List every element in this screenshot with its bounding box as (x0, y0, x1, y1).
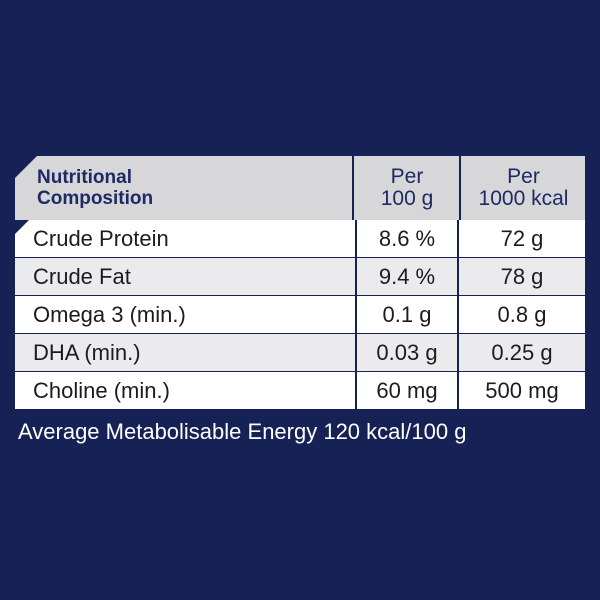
header-col1-line2: 100 g (380, 187, 434, 210)
row-per-1000kcal: 500 mg (485, 378, 559, 403)
energy-footnote: Average Metabolisable Energy 120 kcal/10… (18, 419, 467, 444)
header-per-100g: Per 100 g (355, 156, 459, 220)
column-divider (352, 156, 354, 220)
row-per-100g: 8.6 % (355, 220, 459, 257)
nutrition-table: Nutritional Composition Per 100 g Per 10… (15, 156, 585, 410)
row-per-100g: 0.03 g (355, 334, 459, 371)
table-body: Crude Protein 8.6 % 72 g Crude Fat 9.4 %… (15, 220, 585, 410)
header-col2-line2: 1000 kcal (478, 187, 569, 210)
row-per-100g: 9.4 % (355, 258, 459, 295)
table-row: Omega 3 (min.) 0.1 g 0.8 g (15, 296, 585, 334)
row-per-1000kcal: 78 g (500, 264, 544, 289)
row-per-1000kcal: 72 g (500, 226, 544, 251)
row-per-100g: 60 mg (355, 372, 459, 409)
table-row: Choline (min.) 60 mg 500 mg (15, 372, 585, 409)
header-per-1000kcal: Per 1000 kcal (462, 156, 585, 220)
corner-notch (15, 220, 29, 234)
row-label: DHA (min.) (33, 340, 141, 365)
header-col2-line1: Per (507, 165, 540, 188)
row-per-100g: 0.1 g (355, 296, 459, 333)
row-label: Omega 3 (min.) (33, 302, 186, 327)
row-per-1000kcal: 0.8 g (497, 302, 547, 327)
row-label: Crude Fat (33, 264, 131, 289)
table-row: DHA (min.) 0.03 g 0.25 g (15, 334, 585, 372)
table-row: Crude Fat 9.4 % 78 g (15, 258, 585, 296)
row-label: Crude Protein (33, 226, 169, 251)
header-col1-line1: Per (390, 165, 424, 188)
header-label-line2: Composition (37, 188, 154, 209)
column-divider (459, 156, 461, 220)
header-label: Nutritional Composition (37, 156, 347, 220)
header-label-line1: Nutritional (37, 167, 132, 188)
row-label: Choline (min.) (33, 378, 170, 403)
row-per-1000kcal: 0.25 g (491, 340, 553, 365)
table-header (15, 156, 585, 220)
table-row: Crude Protein 8.6 % 72 g (15, 220, 585, 258)
